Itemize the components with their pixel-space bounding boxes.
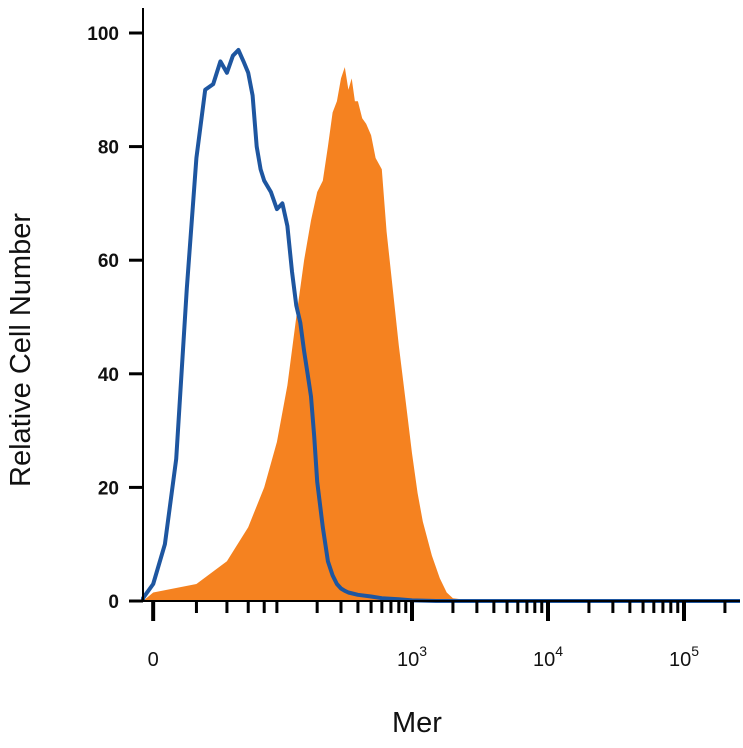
- y-tick-label: 40: [98, 365, 119, 386]
- data-layer: [141, 48, 740, 603]
- y-tick-label: 20: [98, 478, 119, 499]
- x-tick-label: 103: [397, 643, 427, 671]
- y-axis-title: Relative Cell Number: [5, 213, 37, 487]
- y-tick-label: 0: [108, 592, 119, 613]
- x-tick-label: 105: [669, 643, 699, 671]
- x-tick-label: 104: [533, 643, 563, 671]
- x-tick-label: 0: [148, 649, 159, 671]
- axis-layer: 0 20 40 60 80 100 0 103 104 105: [87, 8, 740, 671]
- y-tick-label: 60: [98, 251, 119, 272]
- series-filled-area: [143, 67, 740, 602]
- x-axis-title: Mer: [392, 707, 442, 739]
- y-tick-label: 100: [87, 24, 119, 45]
- series-outline-line: [141, 48, 740, 603]
- y-tick-label: 80: [98, 138, 119, 159]
